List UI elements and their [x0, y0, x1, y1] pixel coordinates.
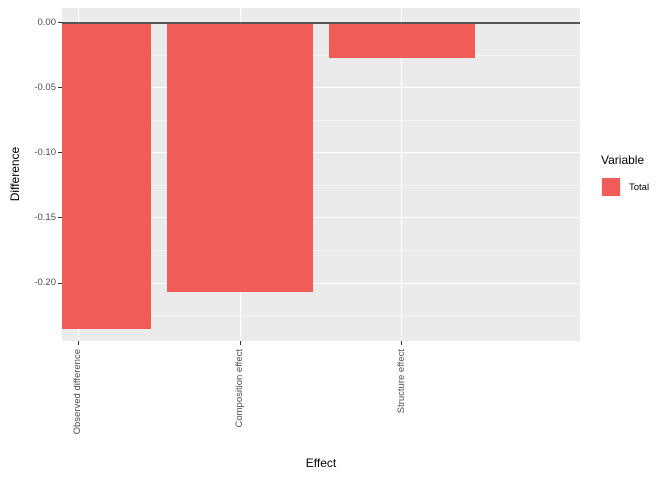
gridline-minor	[62, 119, 580, 121]
legend-entry-label: Total	[629, 181, 650, 193]
legend: Variable Total	[601, 153, 649, 197]
gridline-minor	[62, 315, 580, 316]
legend-key	[601, 177, 621, 197]
y-tick-label: -0.20	[34, 277, 56, 288]
x-tick-mark	[401, 341, 403, 345]
gridline-major	[62, 152, 580, 154]
gridline-vertical	[401, 8, 403, 341]
legend-entry: Total	[601, 177, 649, 197]
x-axis-title: Effect	[305, 456, 337, 470]
bar-structure-effect	[329, 22, 475, 59]
x-tick-label: Structure effect	[395, 349, 407, 414]
y-tick-label: -0.10	[34, 146, 56, 158]
x-tick-mark	[239, 341, 241, 345]
gridline-minor	[62, 250, 580, 251]
y-tick-mark	[58, 87, 62, 89]
gridline-minor	[62, 184, 580, 186]
plot-panel	[62, 8, 580, 341]
x-tick-label: Composition effect	[234, 349, 246, 428]
x-tick-mark	[77, 341, 79, 345]
x-tick-label: Observed difference	[72, 349, 84, 435]
gridline-major	[62, 87, 580, 89]
bar-composition-effect	[167, 22, 313, 293]
gridline-minor	[62, 54, 580, 56]
y-tick-label: 0.00	[37, 16, 57, 28]
y-tick-mark	[58, 217, 62, 219]
legend-color-swatch-icon	[602, 178, 620, 196]
y-tick-label: -0.05	[34, 81, 56, 93]
y-tick-mark	[58, 282, 62, 284]
gridline-major	[62, 282, 580, 284]
gridline-major	[62, 217, 580, 219]
y-tick-mark	[58, 22, 62, 24]
zero-reference-line	[62, 21, 580, 24]
y-tick-label: -0.15	[34, 211, 56, 223]
legend-title: Variable	[601, 153, 645, 167]
bar-observed-difference	[62, 22, 152, 329]
y-tick-mark	[58, 152, 62, 154]
y-axis-title: Difference	[8, 146, 22, 202]
